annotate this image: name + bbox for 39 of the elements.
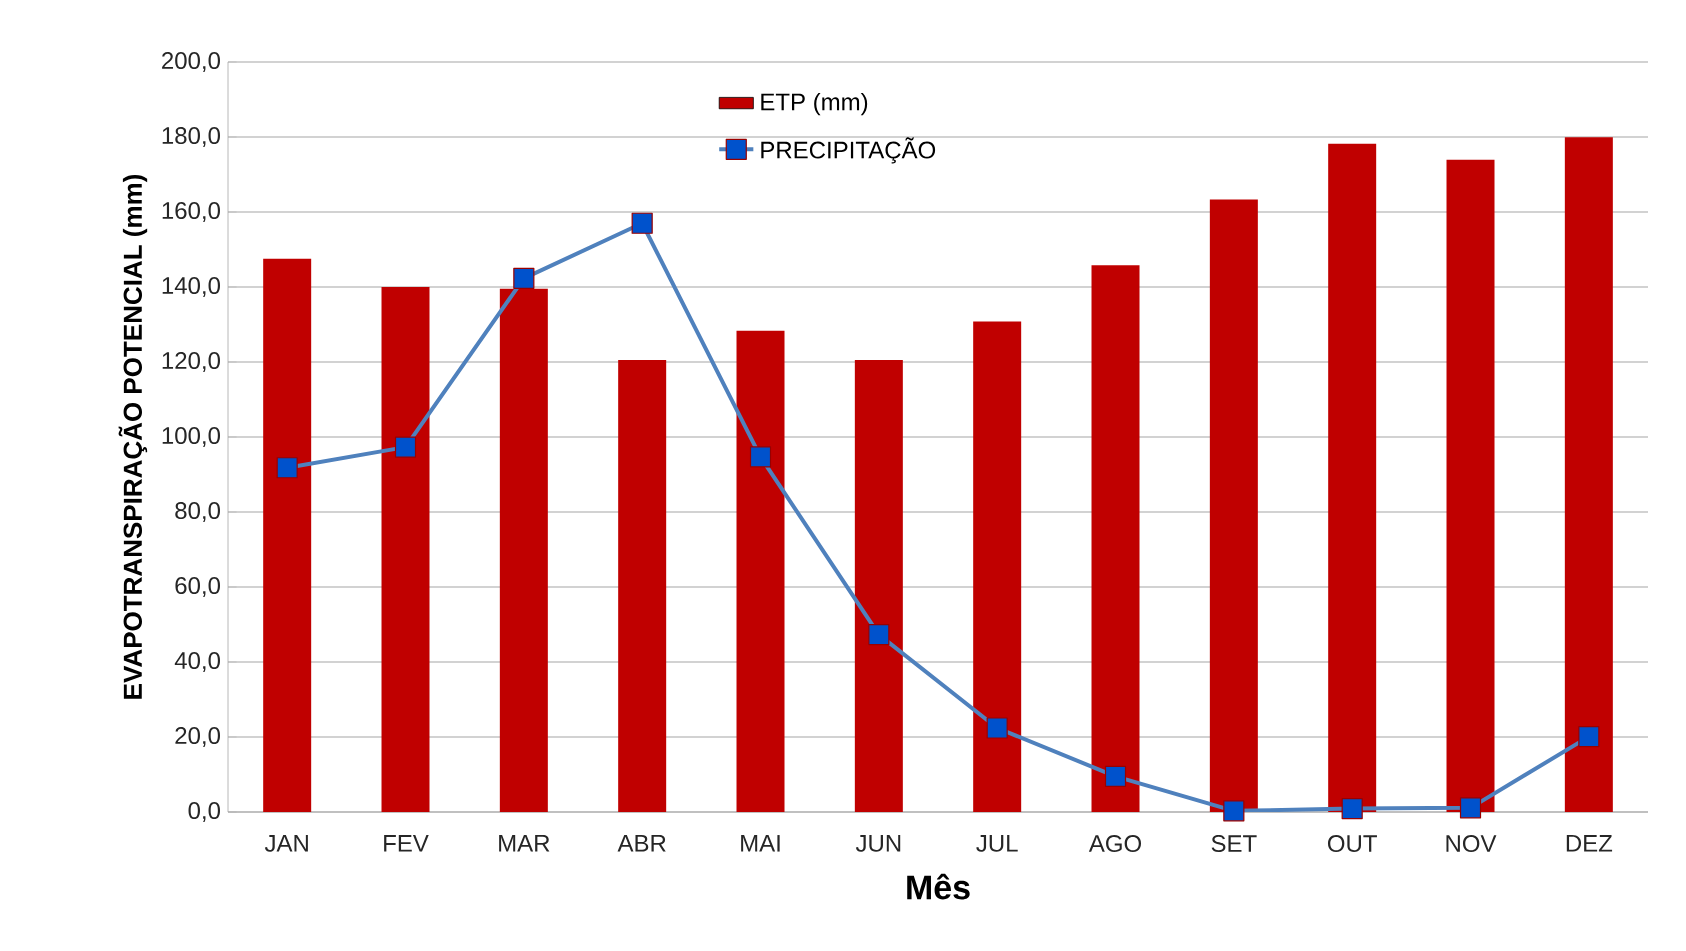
bar xyxy=(854,360,903,812)
x-axis-title: Mês xyxy=(907,873,970,900)
y-tick-label: 100,0 xyxy=(162,427,221,447)
bar xyxy=(499,288,548,812)
bar xyxy=(381,286,430,812)
x-tick-label: SET xyxy=(1211,835,1257,853)
bar xyxy=(618,360,667,812)
x-tick-label: MAI xyxy=(741,835,780,852)
x-tick-label: AGO xyxy=(1088,835,1142,853)
x-tick-label: DEZ xyxy=(1566,835,1613,852)
bar xyxy=(263,258,312,812)
bar xyxy=(1209,199,1258,812)
y-tick-label: 0,0 xyxy=(188,802,221,822)
x-tick-label: OUT xyxy=(1327,835,1377,853)
bar xyxy=(1091,265,1140,812)
x-tick-label: JUN xyxy=(855,835,901,852)
y-axis-title: EVAPOTRANSPIRAÇÃO POTENCIAL (mm) xyxy=(118,174,148,699)
bar xyxy=(1446,159,1495,812)
y-tick-label: 80,0 xyxy=(175,502,221,522)
y-tick-label: 40,0 xyxy=(174,652,221,672)
bar xyxy=(973,321,1022,812)
legend-label: PRECIPITAÇÃO xyxy=(761,137,936,164)
y-tick-label: 180,0 xyxy=(162,127,221,147)
x-tick-label: JAN xyxy=(264,835,308,852)
y-tick-label: 140,0 xyxy=(162,277,221,297)
y-tick-label: 20,0 xyxy=(175,727,221,747)
y-tick-label: 120,0 xyxy=(162,352,221,372)
bar xyxy=(736,330,785,812)
x-tick-label: JUL xyxy=(976,835,1018,852)
x-tick-label: ABR xyxy=(617,835,666,852)
y-tick-label: 60,0 xyxy=(175,577,221,597)
bar xyxy=(1564,137,1613,812)
x-tick-label: NOV xyxy=(1446,835,1497,853)
x-tick-label: FEV xyxy=(384,835,429,852)
x-tick-label: MAR xyxy=(499,835,550,852)
legend-label: ETP (mm) xyxy=(761,92,868,116)
bar xyxy=(1328,143,1377,812)
y-tick-label: 200,0 xyxy=(162,52,221,72)
y-tick-label: 160,0 xyxy=(162,202,221,222)
